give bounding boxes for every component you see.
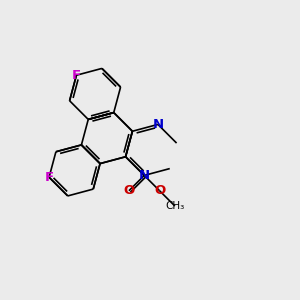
Text: N: N <box>139 169 150 182</box>
Text: F: F <box>44 171 54 184</box>
Text: O: O <box>154 184 165 197</box>
Text: O: O <box>123 184 135 197</box>
Text: CH₃: CH₃ <box>165 201 184 211</box>
Text: N: N <box>152 118 164 131</box>
Text: F: F <box>72 69 81 82</box>
